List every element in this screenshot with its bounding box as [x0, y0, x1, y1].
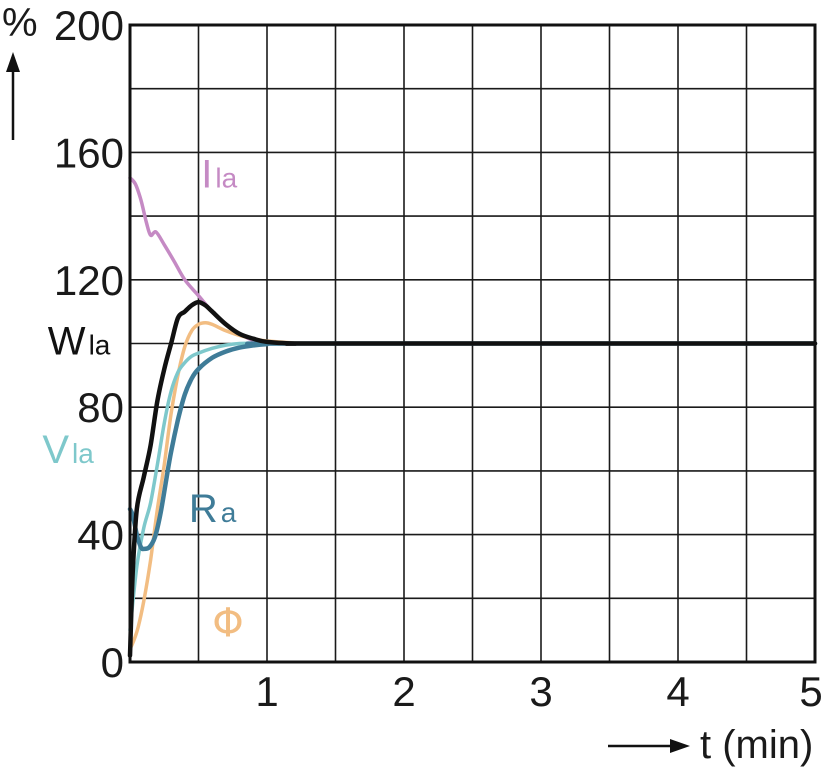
y-tick-label: 80: [77, 384, 124, 431]
y-tick-label: 200: [54, 2, 124, 49]
y-axis-arrow-icon: [6, 52, 20, 140]
x-tick-label: 4: [666, 668, 689, 715]
y-tick-labels: 0 40 80 120 160 200: [54, 2, 124, 686]
series-layer: [127, 176, 818, 658]
x-tick-label: 2: [392, 668, 415, 715]
plot-frame: [128, 23, 817, 664]
y-tick-label: 0: [101, 639, 124, 686]
series-line-Ra: [127, 341, 818, 552]
x-axis-arrow-icon: [608, 739, 690, 753]
y-axis-label: %: [2, 1, 38, 45]
y-tick-label: 120: [54, 257, 124, 304]
x-tick-label: 3: [529, 668, 552, 715]
y-tick-label: 40: [77, 512, 124, 559]
x-tick-label: 5: [799, 668, 822, 715]
series-label-Φ: Φ: [212, 601, 243, 647]
x-axis-label: t (min): [700, 723, 813, 767]
y-tick-label: 160: [54, 129, 124, 176]
x-tick-label: 1: [255, 668, 278, 715]
x-tick-labels: 1 2 3 4 5: [255, 668, 822, 715]
series-line-Wla: [127, 299, 818, 658]
